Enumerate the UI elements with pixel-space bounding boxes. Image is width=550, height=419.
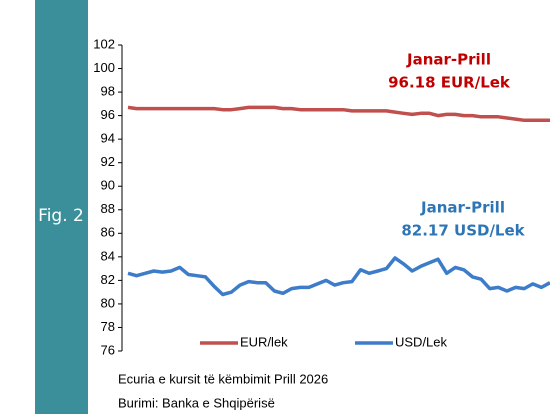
note: Burimi: Banka e Shqipërisë [118,395,275,410]
y-tick-label: 78 [101,319,115,334]
y-tick-label: 82 [101,272,115,287]
y-tick-label: 86 [101,225,115,240]
y-tick-label: 76 [101,342,115,357]
y-tick-label: 96 [101,107,115,122]
y-tick-label: 84 [101,248,115,263]
note: Ecuria e kursit të këmbimit Prill 2026 [118,371,328,386]
fig-label: Fig. 2 [38,206,84,226]
side-band [35,0,88,414]
annotation: 96.18 EUR/Lek [388,74,511,92]
series-line [127,105,550,123]
legend-label: EUR/lek [240,334,288,349]
series-line [127,256,550,297]
y-tick-label: 98 [101,84,115,99]
y-tick-label: 80 [101,295,115,310]
annotation: 82.17 USD/Lek [401,222,525,240]
y-tick-label: 92 [101,154,115,169]
annotation: Janar-Prill [420,199,505,217]
y-tick-label: 94 [101,131,115,146]
legend-label: USD/Lek [395,334,448,349]
y-tick-label: 90 [101,178,115,193]
y-tick-label: 88 [101,201,115,216]
y-tick-label: 102 [93,36,115,51]
annotation: Janar-Prill [406,51,491,69]
y-tick-label: 100 [93,60,115,75]
